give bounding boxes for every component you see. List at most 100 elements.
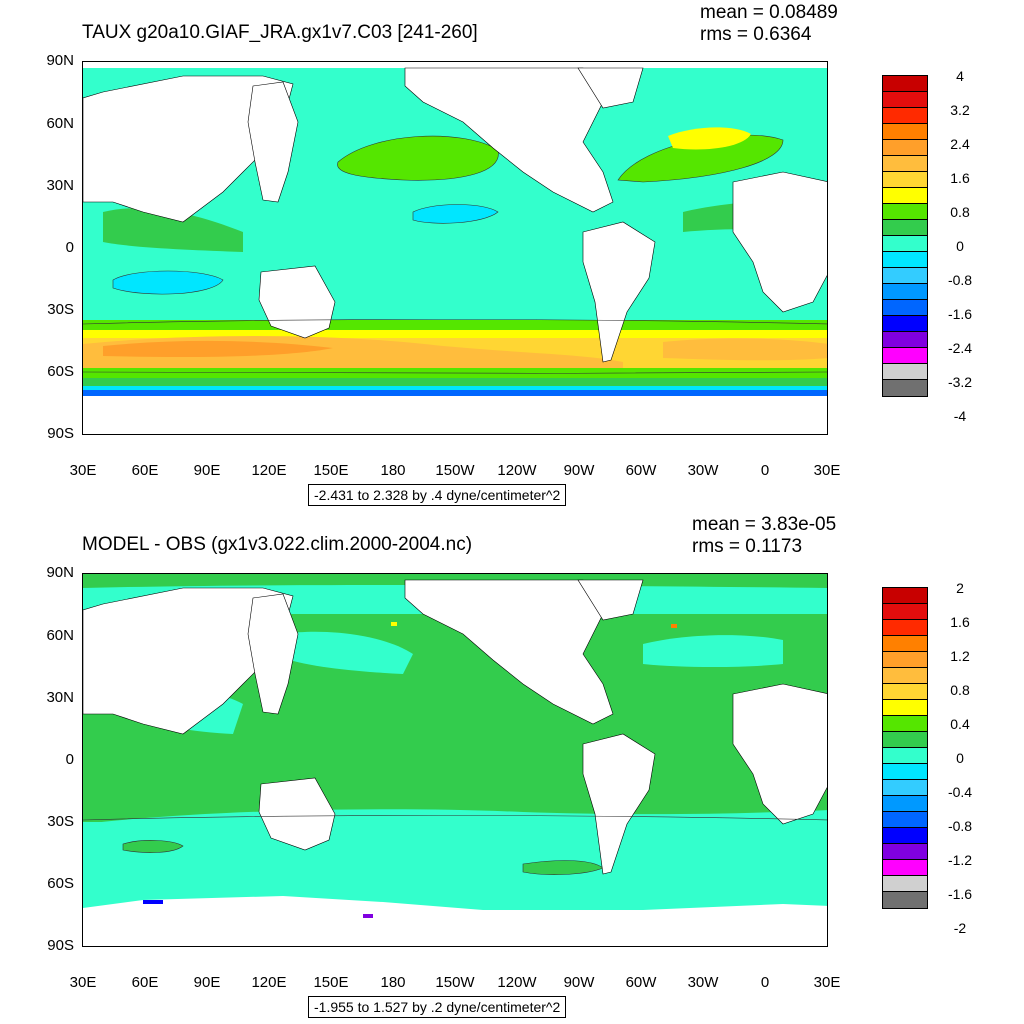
land-eurasia bbox=[83, 587, 294, 735]
lon-tick-label: 30E bbox=[813, 974, 841, 991]
contour-band bbox=[412, 204, 499, 224]
lat-tick-label: 30N bbox=[46, 177, 74, 194]
colorbar-swatch bbox=[883, 76, 927, 92]
lon-tick-label: 60W bbox=[625, 974, 657, 991]
colorbar-swatch bbox=[883, 796, 927, 812]
colorbar-swatch bbox=[883, 252, 927, 268]
lon-tick-label: 180 bbox=[380, 462, 406, 479]
lon-tick-label: 180 bbox=[380, 974, 406, 991]
colorbar bbox=[882, 587, 928, 909]
lat-tick-label: 0 bbox=[65, 239, 74, 256]
contour-band bbox=[122, 840, 184, 853]
rms-stat: rms = 0.6364 bbox=[700, 24, 812, 45]
colorbar-label: -1.2 bbox=[947, 852, 973, 868]
contour-info-box: -2.431 to 2.328 by .4 dyne/centimeter^2 bbox=[308, 484, 567, 506]
map-plot bbox=[82, 61, 828, 435]
map-field bbox=[83, 574, 827, 946]
colorbar-label: 0.8 bbox=[950, 204, 970, 220]
lon-tick-label: 0 bbox=[760, 974, 770, 991]
land-south-america bbox=[582, 733, 656, 875]
colorbar-swatch bbox=[883, 764, 927, 780]
lon-tick-label: 90W bbox=[563, 974, 595, 991]
colorbar-swatch bbox=[883, 268, 927, 284]
contour-band bbox=[112, 270, 224, 295]
colorbar-swatch bbox=[883, 780, 927, 796]
lon-tick-label: 120E bbox=[251, 974, 287, 991]
colorbar-swatch bbox=[883, 892, 927, 908]
colorbar-swatch bbox=[883, 188, 927, 204]
lat-tick-label: 90N bbox=[46, 564, 74, 581]
lat-tick-label: 30S bbox=[47, 301, 74, 318]
lat-tick-label: 90S bbox=[47, 425, 74, 442]
lon-tick-label: 60W bbox=[625, 462, 657, 479]
lon-tick-label: 150E bbox=[313, 462, 349, 479]
colorbar-swatch bbox=[883, 124, 927, 140]
contour-line bbox=[83, 319, 827, 325]
colorbar-swatch bbox=[883, 748, 927, 764]
contour-band bbox=[643, 635, 783, 667]
colorbar-label: 0 bbox=[956, 238, 964, 254]
lon-tick-label: 120W bbox=[497, 974, 537, 991]
contour-band bbox=[668, 127, 751, 150]
lon-tick-label: 60E bbox=[131, 974, 159, 991]
lon-tick-label: 90W bbox=[563, 462, 595, 479]
colorbar-swatch bbox=[883, 684, 927, 700]
lat-tick-label: 30N bbox=[46, 689, 74, 706]
land-south-america bbox=[582, 221, 656, 363]
anomaly-spot bbox=[143, 900, 163, 904]
colorbar-swatch bbox=[883, 860, 927, 876]
land-arctic bbox=[83, 62, 827, 68]
panel-title: MODEL - OBS (gx1v3.022.clim.2000-2004.nc… bbox=[82, 534, 473, 555]
lat-tick-label: 0 bbox=[65, 751, 74, 768]
land-north-america bbox=[404, 579, 614, 725]
colorbar-label: 0.8 bbox=[950, 682, 970, 698]
colorbar-label: 1.2 bbox=[950, 648, 970, 664]
land-greenland bbox=[577, 579, 644, 621]
lon-tick-label: 30W bbox=[687, 974, 719, 991]
panel-taux: TAUX g20a10.GIAF_JRA.gx1v7.C03 [241-260]… bbox=[46, 2, 973, 506]
colorbar bbox=[882, 75, 928, 397]
colorbar-label: -1.6 bbox=[947, 306, 973, 322]
colorbar-swatch bbox=[883, 220, 927, 236]
contour-band bbox=[617, 134, 784, 183]
land-antarctica bbox=[83, 896, 827, 946]
lat-tick-label: 90N bbox=[46, 52, 74, 69]
land-eurasia bbox=[83, 75, 294, 223]
lon-tick-label: 90E bbox=[193, 462, 221, 479]
lon-tick-label: 30E bbox=[813, 462, 841, 479]
mean-stat: mean = 0.08489 bbox=[700, 2, 838, 23]
lon-tick-label: 30W bbox=[687, 462, 719, 479]
land-east-asia bbox=[247, 81, 299, 203]
land-antarctica bbox=[83, 396, 827, 434]
contour-band bbox=[83, 390, 827, 396]
lon-tick-label: 150W bbox=[435, 462, 475, 479]
colorbar-label: 3.2 bbox=[950, 102, 970, 118]
colorbar-label: 4 bbox=[956, 68, 964, 84]
colorbar-label: -1.6 bbox=[947, 886, 973, 902]
anomaly-spot bbox=[363, 914, 373, 918]
colorbar-swatch bbox=[883, 636, 927, 652]
contour-line bbox=[83, 815, 827, 821]
colorbar-swatch bbox=[883, 732, 927, 748]
colorbar-swatch bbox=[883, 236, 927, 252]
colorbar-swatch bbox=[883, 156, 927, 172]
colorbar-swatch bbox=[883, 332, 927, 348]
colorbar-swatch bbox=[883, 92, 927, 108]
contour-band bbox=[83, 386, 827, 392]
lat-tick-label: 60N bbox=[46, 115, 74, 132]
colorbar-swatch bbox=[883, 172, 927, 188]
anomaly-spot bbox=[391, 622, 397, 626]
colorbar-swatch bbox=[883, 652, 927, 668]
map-field bbox=[83, 62, 827, 434]
colorbar-swatch bbox=[883, 204, 927, 220]
land-greenland bbox=[577, 67, 644, 109]
colorbar-swatch bbox=[883, 284, 927, 300]
colorbar-swatch bbox=[883, 604, 927, 620]
colorbar-swatch bbox=[883, 812, 927, 828]
colorbar-swatch bbox=[883, 588, 927, 604]
colorbar-label: 0 bbox=[956, 750, 964, 766]
colorbar-swatch bbox=[883, 876, 927, 892]
contour-band bbox=[283, 631, 413, 674]
colorbar-swatch bbox=[883, 316, 927, 332]
lat-tick-label: 30S bbox=[47, 813, 74, 830]
